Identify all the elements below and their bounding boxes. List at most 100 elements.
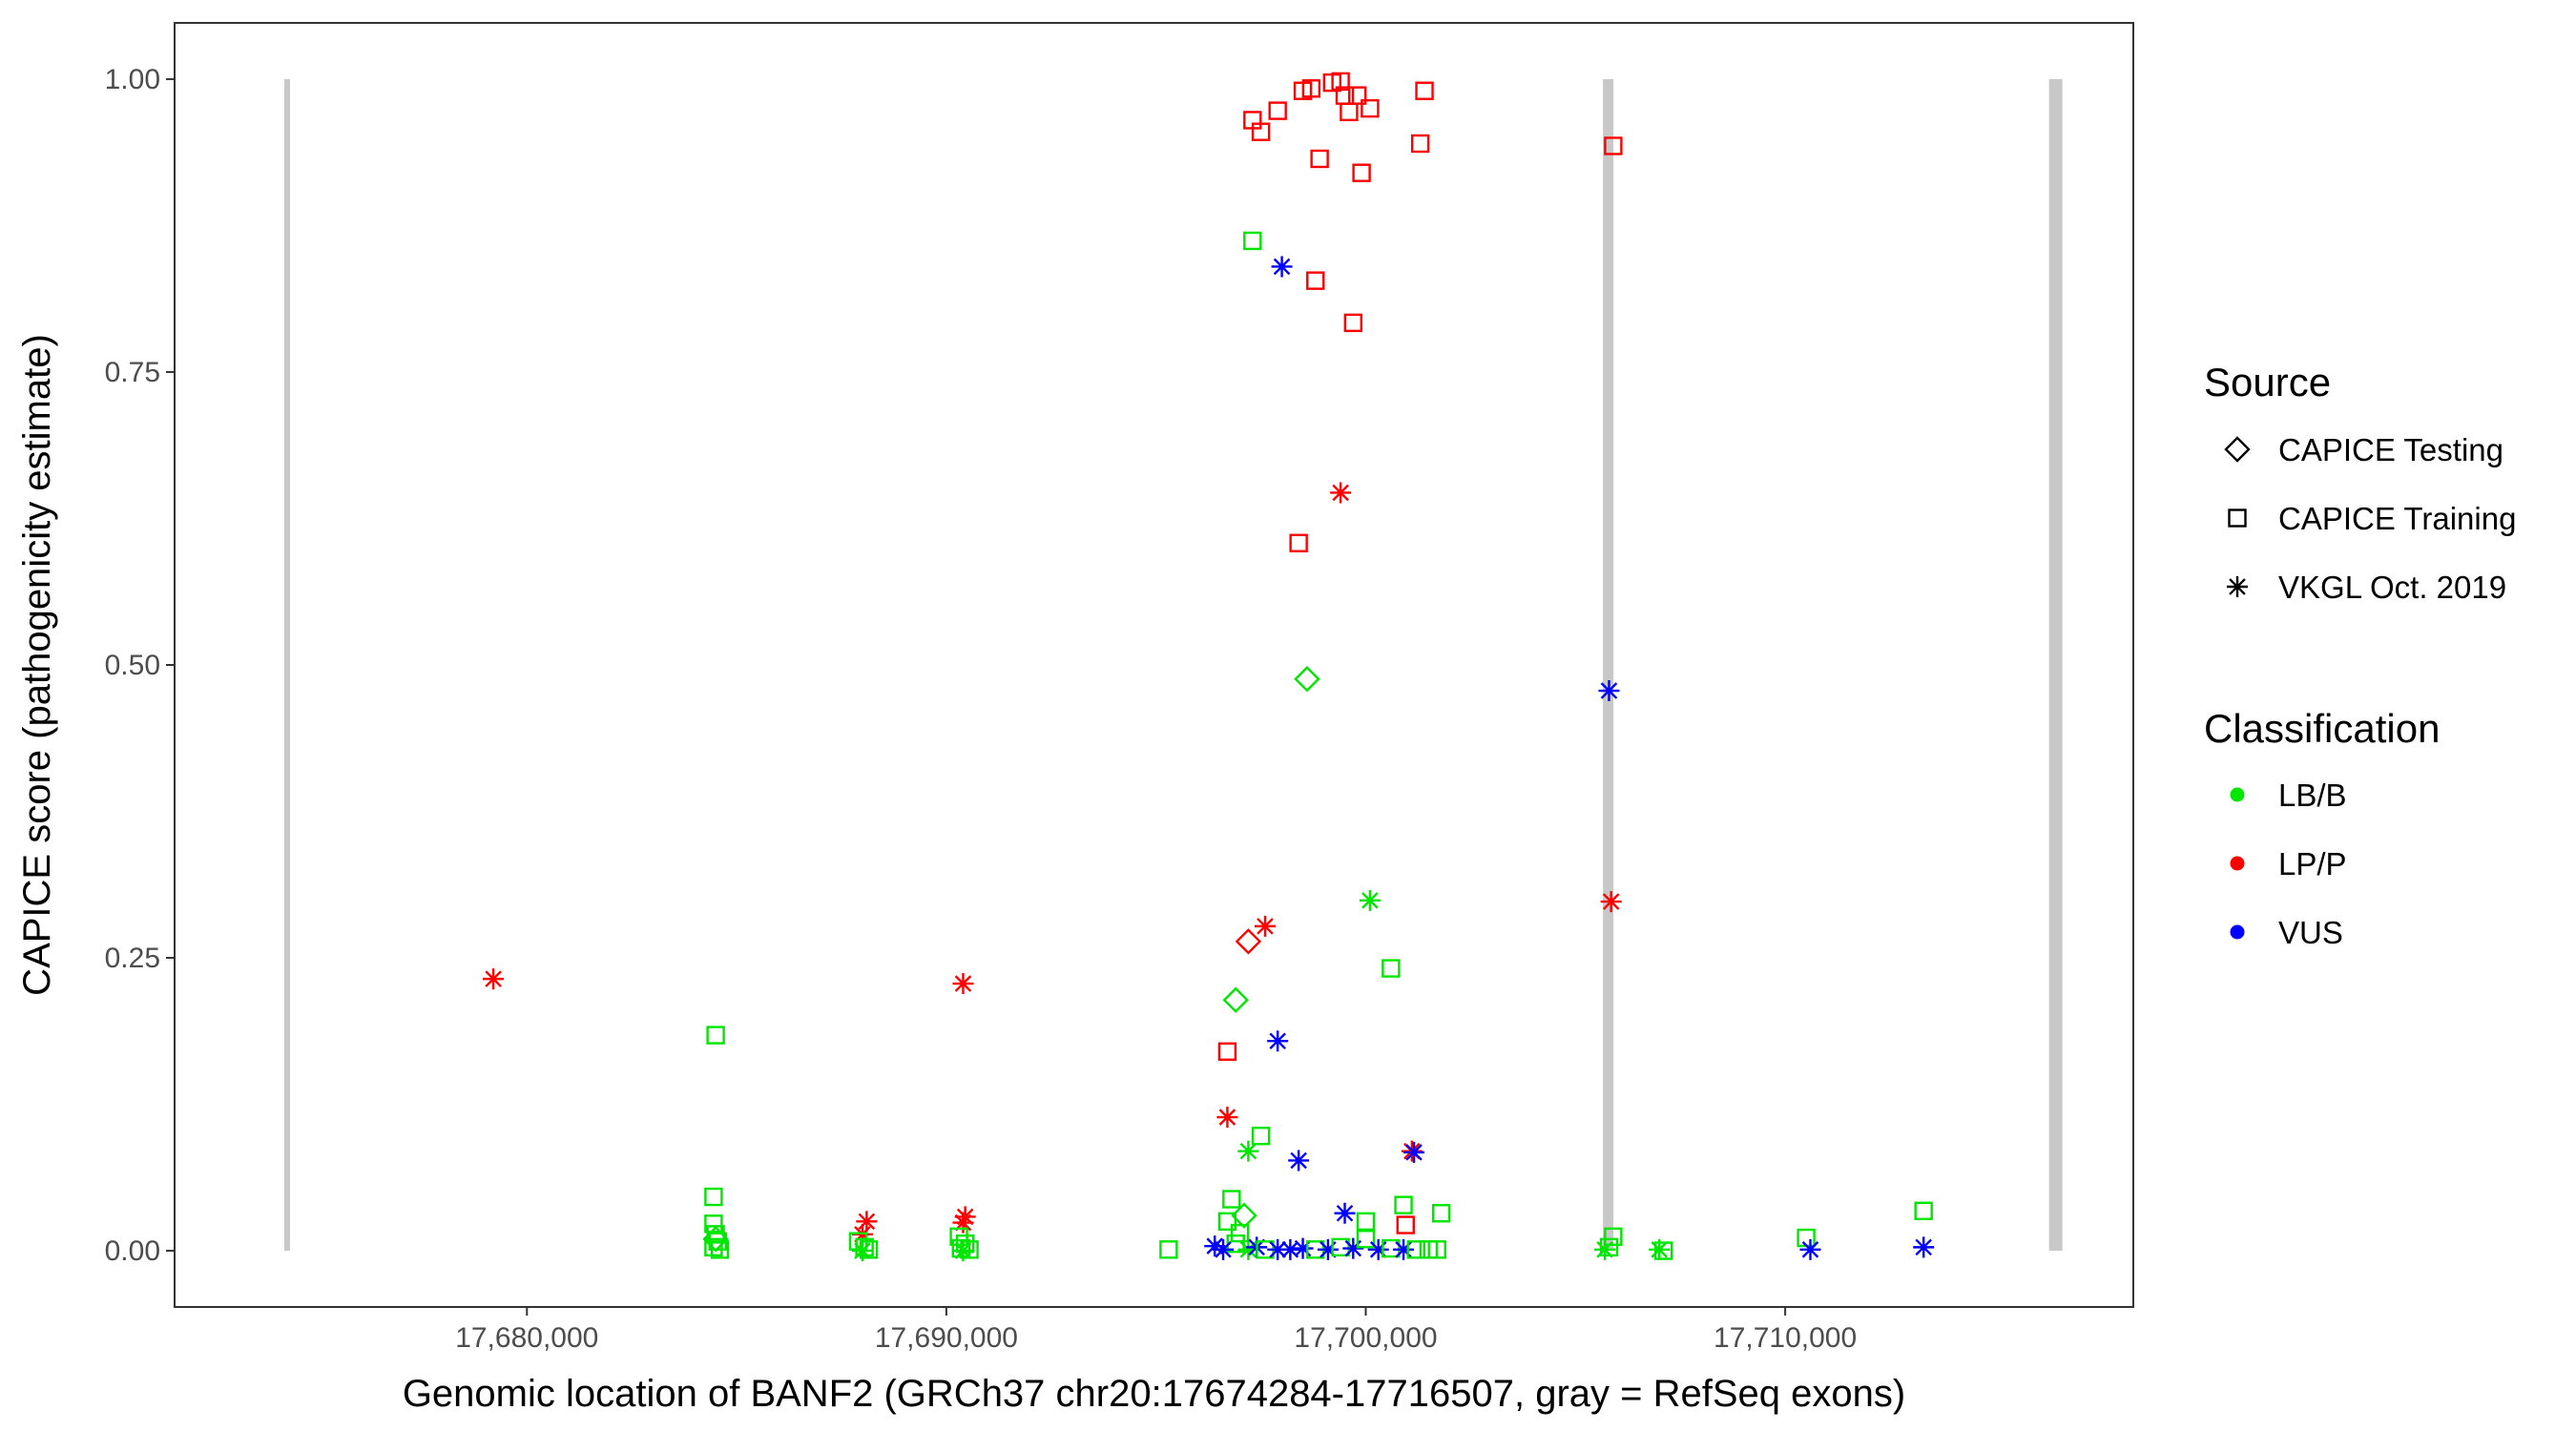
- data-point-96: [1653, 1241, 1673, 1260]
- data-point-79: [1267, 1030, 1289, 1052]
- data-point-41: [1342, 1237, 1364, 1259]
- x-axis: 17,680,000 17,690,000 17,700,000 17,710,000: [455, 1307, 1857, 1354]
- x-tick-label: 17,680,000: [455, 1322, 598, 1354]
- legend-classification-item-label: LP/P: [2278, 846, 2347, 881]
- data-point-52: [1343, 313, 1363, 333]
- legend-classification-item-label: VUS: [2278, 915, 2343, 950]
- y-tick-label: 0.00: [105, 1235, 160, 1267]
- data-point-32: [1237, 1238, 1259, 1260]
- data-point-90: [1356, 1212, 1376, 1232]
- data-point-43: [1367, 1238, 1389, 1260]
- data-point-83: [1237, 1140, 1259, 1162]
- y-tick-label: 1.00: [105, 64, 160, 95]
- x-tick-label: 17,690,000: [875, 1322, 1018, 1354]
- data-point-70: [1289, 533, 1308, 552]
- data-point-26: [1222, 1190, 1241, 1209]
- data-point-95: [1649, 1238, 1671, 1260]
- data-point-27: [1231, 1202, 1257, 1229]
- legend-key-diamond-icon: [2224, 436, 2251, 463]
- data-point-94: [1594, 1238, 1616, 1260]
- data-point-44: [1381, 1238, 1401, 1258]
- data-point-60: [1331, 72, 1350, 92]
- data-point-57: [1301, 79, 1321, 98]
- data-point-89: [1431, 1204, 1451, 1223]
- data-point-100: [1913, 1236, 1935, 1258]
- data-point-65: [1361, 98, 1380, 118]
- x-axis-title: Genomic location of BANF2 (GRCh37 chr20:…: [403, 1373, 1905, 1415]
- legend-key-square-icon: [2228, 508, 2247, 528]
- data-point-64: [1352, 163, 1371, 182]
- data-point-8: [710, 1240, 730, 1259]
- legend-source-item-label: VKGL Oct. 2019: [2278, 570, 2506, 605]
- data-point-69: [1330, 482, 1352, 504]
- data-point-31: [1213, 1238, 1235, 1260]
- data-point-42: [1356, 1230, 1376, 1249]
- data-point-45: [1393, 1238, 1415, 1260]
- data-point-68: [1604, 136, 1623, 156]
- y-tick-label: 0.50: [105, 650, 160, 681]
- data-point-10: [856, 1211, 878, 1233]
- data-point-58: [1310, 149, 1329, 169]
- data-point-9: [702, 1226, 729, 1253]
- exon-bar-2: [1603, 78, 1614, 1252]
- data-point-76: [1235, 928, 1262, 955]
- y-axis: 0.00 0.25 0.50 0.75 1.00: [105, 64, 175, 1267]
- data-point-72: [1598, 680, 1620, 702]
- data-point-35: [1267, 1238, 1289, 1260]
- data-point-4: [704, 1214, 723, 1234]
- data-point-40: [1331, 1237, 1350, 1257]
- data-point-39: [1317, 1238, 1339, 1260]
- data-point-13: [855, 1237, 874, 1257]
- data-point-80: [1217, 1042, 1237, 1061]
- legend-key-dot-icon: [2230, 856, 2245, 871]
- data-point-71: [1294, 666, 1320, 693]
- data-point-51: [1306, 271, 1325, 290]
- data-point-15: [851, 1240, 873, 1262]
- x-tick-label: 17,700,000: [1294, 1322, 1437, 1354]
- data-point-67: [1415, 81, 1434, 100]
- data-point-86: [1288, 1150, 1310, 1172]
- data-point-46: [1406, 1240, 1425, 1259]
- data-point-7: [704, 1237, 723, 1257]
- data-point-87: [1334, 1202, 1356, 1224]
- data-point-24: [1159, 1240, 1178, 1259]
- legend-key-dot-icon: [2230, 924, 2245, 940]
- legend-source-title: Source: [2204, 360, 2331, 404]
- data-point-54: [1251, 122, 1271, 141]
- exon-bar-1: [283, 78, 290, 1252]
- data-point-63: [1348, 86, 1367, 105]
- exon-bars: [283, 78, 2063, 1252]
- exon-bar-3: [2048, 78, 2063, 1252]
- data-point-3: [704, 1187, 723, 1207]
- data-point-17: [954, 1206, 976, 1228]
- data-point-82: [1251, 1126, 1271, 1146]
- data-point-37: [1292, 1237, 1314, 1259]
- legend-classification-item-label: LB/B: [2278, 778, 2347, 813]
- data-point-66: [1410, 134, 1430, 154]
- data-point-25: [1217, 1212, 1237, 1232]
- data-point-49: [1243, 231, 1262, 251]
- data-point-91: [1396, 1215, 1415, 1234]
- data-point-36: [1279, 1238, 1301, 1260]
- data-point-1: [483, 968, 505, 990]
- data-points: [483, 72, 1935, 1262]
- data-point-77: [1381, 959, 1401, 978]
- legend-source-item-label: CAPICE Testing: [2278, 432, 2503, 467]
- x-tick-label: 17,710,000: [1714, 1322, 1857, 1354]
- data-point-30: [1204, 1235, 1226, 1257]
- data-point-16: [952, 973, 974, 995]
- data-point-98: [1799, 1238, 1821, 1260]
- y-axis-title: CAPICE score (pathogenicity estimate): [16, 334, 58, 996]
- data-point-55: [1268, 101, 1287, 120]
- legend: Source CAPICE Testing CAPICE Training VKGL …: [2204, 360, 2516, 950]
- legend-classification-title: Classification: [2204, 706, 2440, 751]
- legend-key-dot-icon: [2230, 787, 2245, 802]
- data-point-75: [1255, 915, 1276, 937]
- y-tick-label: 0.25: [105, 943, 160, 974]
- data-point-78: [1222, 986, 1249, 1013]
- data-point-48: [1427, 1240, 1446, 1259]
- data-point-92: [1604, 1227, 1623, 1247]
- data-point-50: [1271, 256, 1293, 278]
